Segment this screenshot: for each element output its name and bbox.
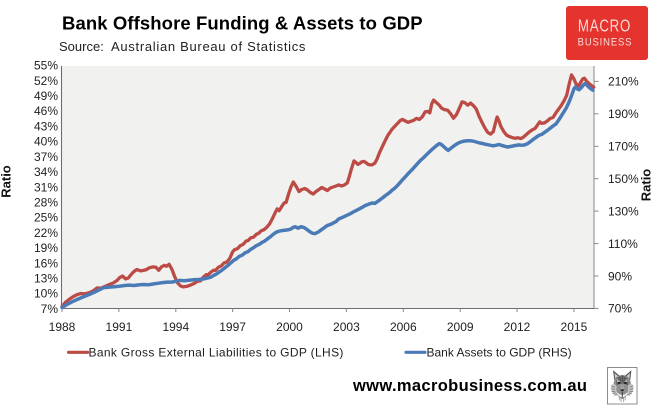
svg-text:28%: 28% [34,196,58,210]
svg-text:190%: 190% [608,107,639,121]
svg-text:1997: 1997 [219,320,246,334]
svg-text:2009: 2009 [447,320,474,334]
svg-text:Australian Bureau of Statistic: Australian Bureau of Statistics [111,39,306,54]
svg-text:34%: 34% [34,165,58,179]
svg-text:40%: 40% [34,135,58,149]
svg-text:110%: 110% [608,237,638,251]
svg-text:Ratio: Ratio [0,165,14,198]
svg-text:www.macrobusiness.com.au: www.macrobusiness.com.au [352,377,587,395]
svg-text:Bank Gross External Liabilitie: Bank Gross External Liabilities to GDP (… [89,346,344,360]
svg-text:2000: 2000 [276,320,303,334]
svg-text:49%: 49% [34,89,58,103]
svg-text:16%: 16% [34,256,58,270]
svg-text:90%: 90% [608,269,632,283]
svg-text:2012: 2012 [504,320,531,334]
svg-text:46%: 46% [34,104,58,118]
svg-text:2003: 2003 [333,320,360,334]
svg-text:Bank Offshore Funding & Assets: Bank Offshore Funding & Assets to GDP [62,13,423,34]
svg-text:BUSINESS: BUSINESS [578,37,633,49]
svg-text:Bank Assets to GDP (RHS): Bank Assets to GDP (RHS) [427,346,572,360]
svg-text:43%: 43% [34,119,58,133]
svg-text:31%: 31% [34,180,58,194]
svg-text:7%: 7% [41,302,59,316]
svg-text:2015: 2015 [561,320,588,334]
svg-text:150%: 150% [608,172,639,186]
svg-text:25%: 25% [34,211,58,225]
svg-text:55%: 55% [34,59,58,73]
svg-text:52%: 52% [34,74,58,88]
svg-text:22%: 22% [34,226,58,240]
svg-text:170%: 170% [608,140,639,154]
svg-text:1994: 1994 [162,320,189,334]
svg-text:130%: 130% [608,204,639,218]
svg-text:210%: 210% [608,75,639,89]
svg-text:2006: 2006 [390,320,417,334]
svg-text:Source:: Source: [59,39,104,54]
svg-text:10%: 10% [34,287,58,301]
svg-text:70%: 70% [608,302,632,316]
svg-text:37%: 37% [34,150,58,164]
svg-text:Ratio: Ratio [639,169,654,202]
svg-text:1991: 1991 [106,320,133,334]
svg-text:1988: 1988 [49,320,76,334]
svg-text:19%: 19% [34,241,58,255]
svg-text:13%: 13% [34,272,58,286]
svg-text:MACRO: MACRO [578,17,631,36]
